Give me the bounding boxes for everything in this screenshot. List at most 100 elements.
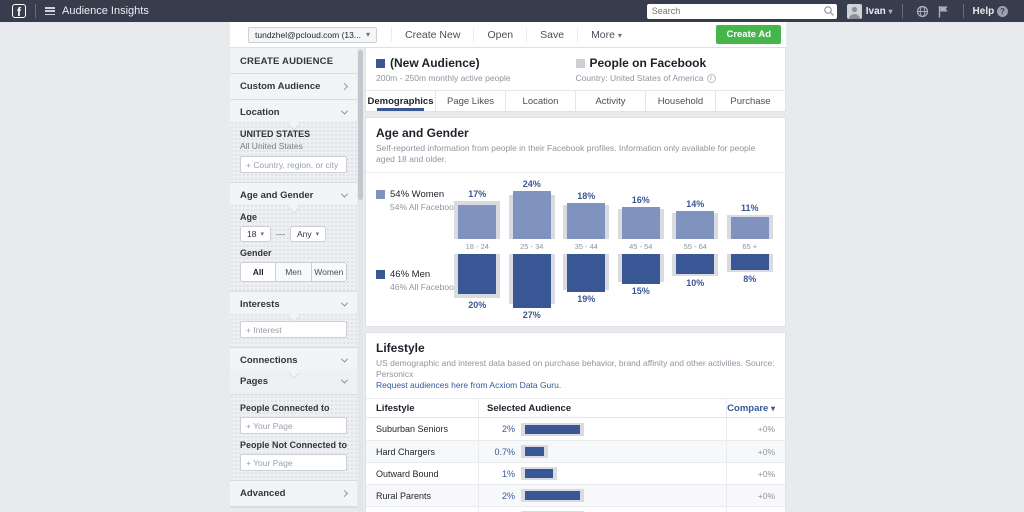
gender-option-women[interactable]: Women <box>310 263 346 281</box>
gender-option-men[interactable]: Men <box>275 263 311 281</box>
chevron-down-icon <box>340 355 349 363</box>
lifestyle-percent: 2% <box>501 490 515 501</box>
user-menu[interactable]: Ivan ▾ <box>865 5 893 17</box>
sidebar-item-advanced[interactable]: Advanced <box>230 481 357 507</box>
age-label: Age <box>240 212 258 222</box>
new-audience-subtitle: 200m - 250m monthly active people <box>376 73 511 83</box>
lifestyle-subtitle: US demographic and interest data based o… <box>376 358 775 380</box>
chevron-down-icon: ▾ <box>260 231 264 238</box>
new-audience-swatch <box>376 58 385 68</box>
women-bar-zone: 11% <box>723 179 778 240</box>
women-bar <box>512 191 551 240</box>
globe-icon[interactable] <box>916 5 929 18</box>
app-title: Audience Insights <box>62 5 149 17</box>
page-not-connected-input[interactable] <box>240 454 347 471</box>
women-value-label: 14% <box>686 199 705 210</box>
more-menu[interactable]: More ▾ <box>577 27 635 42</box>
tab-page-likes[interactable]: Page Likes <box>435 91 505 111</box>
lifestyle-bar <box>525 447 545 457</box>
sidebar-item-custom-audience[interactable]: Custom Audience <box>230 74 357 100</box>
chevron-down-icon: ▾ <box>770 403 775 413</box>
age-gender-chart: 54% Women 54% All Facebook 46% Men 46% A… <box>366 173 785 326</box>
women-legend: 54% Women 54% All Facebook <box>376 189 458 212</box>
men-value-label: 27% <box>522 310 541 321</box>
age-range-label: 45 - 54 <box>629 242 653 252</box>
men-bar <box>621 254 660 285</box>
scrollbar-thumb[interactable] <box>358 50 363 200</box>
men-bar-zone: 27% <box>505 254 560 320</box>
tab-location[interactable]: Location <box>505 91 575 111</box>
women-bar <box>730 217 769 240</box>
search-box[interactable] <box>646 3 837 19</box>
main-content: (New Audience) 200m - 250m monthly activ… <box>365 48 786 512</box>
lifestyle-percent: 1% <box>501 468 515 479</box>
compare-dropdown[interactable]: Compare ▾ <box>727 402 775 414</box>
age-gender-title: Age and Gender <box>376 126 469 140</box>
age-group-65+: 11% 65 + 8% <box>723 179 778 320</box>
men-value-label: 19% <box>577 294 596 305</box>
create-new-button[interactable]: Create New <box>390 27 473 42</box>
men-swatch <box>376 270 385 280</box>
selected-audience-cell: 2% <box>478 418 727 441</box>
location-scope-label: All United States <box>240 141 303 151</box>
chevron-down-icon: ▾ <box>315 231 320 238</box>
women-value-label: 11% <box>740 203 759 214</box>
flag-icon[interactable] <box>937 5 950 18</box>
age-gender-subtitle: Self-reported information from people in… <box>376 143 756 165</box>
tab-household[interactable]: Household <box>645 91 715 111</box>
scrollbar-track[interactable] <box>358 50 363 512</box>
men-bar-zone: 10% <box>668 254 723 320</box>
lifestyle-percent: 0.7% <box>494 446 515 457</box>
age-gender-card: Age and Gender Self-reported information… <box>365 117 786 328</box>
report-tabs: Demographics Page Likes Location Activity Ho… <box>366 90 785 111</box>
open-button[interactable]: Open <box>473 27 526 42</box>
lifestyle-row: Hard Chargers 0.7% +0% <box>366 440 785 463</box>
create-ad-button[interactable]: Create Ad <box>716 25 781 44</box>
age-group-18-24: 17% 18 - 24 20% <box>450 179 505 320</box>
info-icon[interactable]: i <box>706 73 716 83</box>
page-connected-input[interactable] <box>240 417 347 434</box>
men-value-label: 8% <box>743 274 757 285</box>
age-group-35-44: 18% 35 - 44 19% <box>559 179 614 320</box>
search-input[interactable] <box>646 6 823 16</box>
tab-purchase[interactable]: Purchase <box>715 91 785 111</box>
facebook-logo-icon[interactable]: f <box>12 4 26 18</box>
avatar[interactable] <box>846 3 862 19</box>
men-bar <box>458 254 497 295</box>
divider <box>901 4 903 18</box>
location-input[interactable] <box>240 156 347 173</box>
women-value-label: 17% <box>468 189 487 200</box>
women-bar-zone: 16% <box>614 179 669 240</box>
tab-demographics[interactable]: Demographics <box>366 91 435 111</box>
tab-activity[interactable]: Activity <box>575 91 645 111</box>
audience-header-card: (New Audience) 200m - 250m monthly activ… <box>365 48 786 112</box>
interest-input[interactable] <box>240 321 347 338</box>
women-bar <box>567 203 606 240</box>
men-bar-zone: 8% <box>723 254 778 320</box>
lifestyle-benchmark-bar <box>521 467 557 481</box>
lifestyle-bar <box>525 469 553 479</box>
gender-option-all[interactable]: All <box>241 263 276 281</box>
gender-label: Gender <box>240 248 272 258</box>
lifestyle-name: Hard Chargers <box>376 446 436 457</box>
menu-icon[interactable] <box>45 7 55 15</box>
chevron-right-icon <box>340 489 349 498</box>
age-max-select[interactable]: Any ▾ <box>289 226 327 242</box>
men-bar-zone: 20% <box>450 254 505 320</box>
lifestyle-benchmark-bar <box>521 422 584 436</box>
men-bar-zone: 15% <box>614 254 669 320</box>
chevron-down-icon: ▾ <box>365 30 370 39</box>
compare-value: +0% <box>757 468 775 479</box>
divider <box>962 4 964 18</box>
search-icon[interactable] <box>823 5 835 17</box>
acxiom-link[interactable]: Request audiences here from Acxiom Data … <box>376 380 562 391</box>
account-selector[interactable]: tundzhel@pcloud.com (13... ▾ <box>248 26 377 43</box>
chevron-down-icon: ▾ <box>888 6 893 16</box>
lifestyle-row: Suburban Seniors 2% +0% <box>366 418 785 441</box>
women-bar <box>458 205 497 240</box>
age-min-select[interactable]: 18 ▾ <box>240 226 271 242</box>
lifestyle-name: Rural Parents <box>376 490 432 501</box>
save-button[interactable]: Save <box>526 27 577 42</box>
help-link[interactable]: Help ? <box>973 5 1008 17</box>
